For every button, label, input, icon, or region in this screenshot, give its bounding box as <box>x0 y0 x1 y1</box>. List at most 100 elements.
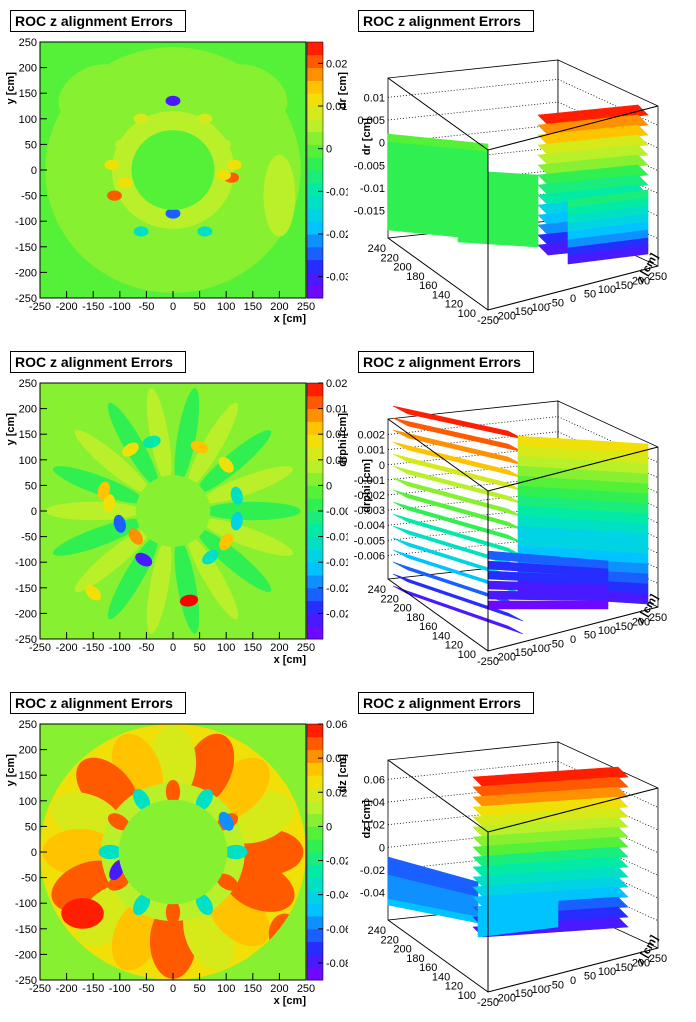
heatmap-hotspot <box>165 900 181 925</box>
x-tick-label: 100 <box>598 284 616 296</box>
y-tick-label: 100 <box>19 114 37 126</box>
surface-strip <box>472 876 629 898</box>
heatmap-spoke <box>187 535 239 620</box>
heatmap-hotspot <box>179 594 199 607</box>
r-tick-label: 180 <box>406 271 424 283</box>
chart-title: ROC z alignment Errors <box>10 692 186 714</box>
heatmap-spoke <box>146 388 172 483</box>
y-tick-label: -50 <box>21 191 37 203</box>
colorbar-band <box>307 157 323 171</box>
surface-strip <box>472 776 629 798</box>
x-tick-label: -250 <box>477 315 499 327</box>
y-tick-label: -200 <box>15 608 37 620</box>
surface <box>387 766 629 938</box>
y-tick-label: -250 <box>15 634 37 646</box>
y-tick-label: 200 <box>19 745 37 757</box>
colorbar-band <box>307 395 323 410</box>
z-tick-label: 0.06 <box>364 774 385 786</box>
z-tick-label: 0.02 <box>364 820 385 832</box>
z-tick-label: -0.02 <box>326 583 348 595</box>
dr-surface-panel: ROC z alignment Errors 0.01 0.005 0 -0.005 -… <box>348 0 696 340</box>
colorbar-band <box>307 195 323 209</box>
heatmap-hotspot <box>195 788 213 811</box>
r-tick-label: 120 <box>445 299 463 311</box>
heatmap-spoke <box>174 388 200 483</box>
colorbar-band <box>307 485 323 499</box>
z-tick-label: -0.02 <box>360 865 385 877</box>
x-tick-label: 150 <box>615 962 633 974</box>
colorbar-band <box>307 54 323 69</box>
x-tick-label: 100 <box>217 642 235 654</box>
grid-line <box>557 78 659 126</box>
dz-surface-panel: ROC z alignment Errors 0.06 0.04 0.02 0 -0.0… <box>348 682 696 1022</box>
r-tick-label: 100 <box>458 308 476 320</box>
heatmap-hotspot <box>230 512 243 531</box>
r-tick-label: 240 <box>368 925 386 937</box>
z-axis-label: dr [cm] <box>337 72 348 110</box>
dz-heatmap-panel: ROC z alignment Errors -250 -200 -150 -100-… <box>0 682 348 1022</box>
z-axis-label: dz [cm] <box>337 754 348 793</box>
surface-strip <box>472 766 629 788</box>
heatmap-hole <box>118 799 228 905</box>
x-tick-label: -50 <box>548 979 564 991</box>
surface-strip <box>472 806 629 828</box>
z-tick-label: 0.01 <box>326 429 347 441</box>
dr-heatmap-panel: ROC z alignment Errors -250 -200 -150 -100-… <box>0 0 348 340</box>
x-tick-label: -200 <box>56 983 78 995</box>
heatmap-hotspot <box>216 170 231 181</box>
colorbar-band <box>307 536 323 550</box>
x-tick-label: -150 <box>82 642 104 654</box>
x-tick-label: 150 <box>615 621 633 633</box>
x-tick-label: -100 <box>528 643 550 655</box>
x-tick-label: -200 <box>56 301 78 313</box>
x-tick-label: 250 <box>297 983 315 995</box>
x-tick-label: -200 <box>494 993 516 1005</box>
colorbar-band <box>307 80 323 94</box>
r-tick-label: 140 <box>432 630 450 642</box>
y-tick-label: -100 <box>15 216 37 228</box>
y-tick-label: -150 <box>15 583 37 595</box>
z-tick-label: -0.02 <box>326 856 348 868</box>
colorbar-band <box>307 928 323 943</box>
y-tick-label: -100 <box>15 898 37 910</box>
x-tick-label: -250 <box>477 656 499 668</box>
colorbar-band <box>307 246 323 261</box>
heatmap-hotspot <box>117 177 133 188</box>
heatmap-hotspot <box>133 788 151 811</box>
colorbar-band <box>307 421 323 435</box>
y-tick-label: 150 <box>19 88 37 100</box>
r-tick-label: 120 <box>445 640 463 652</box>
y-tick-label: 50 <box>25 480 37 492</box>
z-tick-label: -0.04 <box>326 890 348 902</box>
r-tick-label: 160 <box>419 280 437 292</box>
chart-title: ROC z alignment Errors <box>10 10 186 32</box>
x-tick-label: 100 <box>598 966 616 978</box>
colorbar-band <box>307 839 323 853</box>
z-tick-label: 0.005 <box>357 115 385 127</box>
x-tick-label: -200 <box>56 642 78 654</box>
box-top-edge <box>387 759 659 833</box>
colorbar-band <box>307 967 323 981</box>
x-tick-label: 100 <box>217 983 235 995</box>
heatmap-region <box>125 246 221 288</box>
z-tick-label: -0.001 <box>354 475 385 487</box>
heatmap-hotspot <box>104 159 120 171</box>
z-tick-label: -0.03 <box>326 272 348 284</box>
heatmap-hotspot <box>165 779 181 804</box>
x-tick-label: 0 <box>570 634 576 646</box>
colorbar-band <box>307 383 323 397</box>
x-tick-label: -50 <box>138 301 154 313</box>
z-tick-label: 0.04 <box>326 753 347 765</box>
surface-strip <box>537 164 649 186</box>
x-tick-label: 150 <box>615 280 633 292</box>
heatmap-hotspot <box>216 139 231 150</box>
surface-strip <box>472 856 629 878</box>
z-tick-label: 0 <box>379 842 385 854</box>
r-tick-label: 180 <box>406 612 424 624</box>
chart-title: ROC z alignment Errors <box>358 351 534 373</box>
y-tick-label: 250 <box>19 719 37 731</box>
y-tick-label: 250 <box>19 37 37 49</box>
x-tick-label: -150 <box>511 647 533 659</box>
heatmap-hotspot <box>195 893 213 916</box>
